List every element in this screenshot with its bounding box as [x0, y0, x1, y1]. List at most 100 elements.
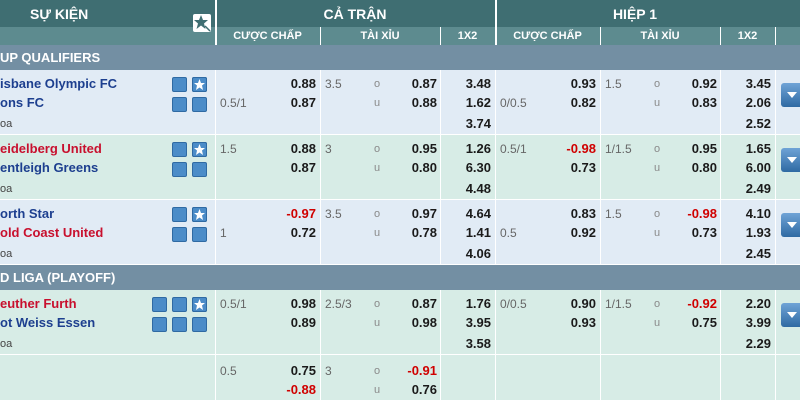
x12-odds: 4.48: [465, 181, 491, 196]
under-label: u: [653, 317, 661, 329]
away-team: entleigh Greens: [0, 160, 99, 175]
home-team: eidelberg United: [0, 141, 102, 156]
over-label: o: [653, 78, 661, 90]
under-odds: 0.76: [411, 382, 437, 397]
under-odds: 0.78: [411, 225, 437, 240]
handicap-line: 1.5: [220, 142, 237, 156]
over-label: o: [373, 298, 381, 310]
total-line: 1/1.5: [605, 142, 632, 156]
total-line: 1.5: [605, 207, 622, 221]
handicap-line: 0.5/1: [500, 142, 527, 156]
divider: [775, 355, 776, 400]
column-header: CƯỢC CHẤP: [513, 30, 582, 42]
over-label: o: [653, 298, 661, 310]
column-header: TÀI XỈU: [640, 30, 680, 42]
odds-icon[interactable]: [172, 227, 187, 242]
under-label: u: [653, 162, 661, 174]
home-team: isbane Olympic FC: [0, 76, 118, 91]
divider: [320, 290, 321, 355]
x12-odds: 3.45: [745, 76, 771, 91]
expand-button[interactable]: [781, 148, 800, 172]
divider: [775, 135, 776, 200]
under-label: u: [373, 384, 381, 396]
handicap-odds: 0.83: [570, 206, 596, 221]
favorite-star[interactable]: [192, 142, 207, 157]
under-label: u: [653, 97, 661, 109]
away-team: ot Weiss Essen: [0, 315, 96, 330]
odds-icon[interactable]: [192, 97, 207, 112]
handicap-odds: 0.73: [570, 160, 596, 175]
divider: [775, 200, 776, 265]
x12-odds: 4.64: [465, 206, 491, 221]
x12-odds: 2.52: [745, 116, 771, 131]
odds-icon[interactable]: [192, 227, 207, 242]
favorite-star[interactable]: [192, 207, 207, 222]
expand-button[interactable]: [781, 303, 800, 327]
odds-icon[interactable]: [172, 162, 187, 177]
divider: [440, 70, 441, 135]
under-odds: 0.75: [691, 315, 717, 330]
under-odds: 0.73: [691, 225, 717, 240]
handicap-odds: 0.72: [290, 225, 316, 240]
handicap-odds: 0.88: [290, 76, 316, 91]
x12-odds: 2.49: [745, 181, 771, 196]
favorite-star[interactable]: [192, 297, 207, 312]
away-team: ons FC: [0, 95, 45, 110]
handicap-odds: 0.92: [570, 225, 596, 240]
x12-odds: 2.06: [745, 95, 771, 110]
x12-odds: 6.00: [745, 160, 771, 175]
divider: [215, 135, 216, 200]
divider: [215, 355, 216, 400]
x12-odds: 1.93: [745, 225, 771, 240]
under-label: u: [373, 227, 381, 239]
handicap-odds: -0.97: [286, 206, 316, 221]
over-label: o: [373, 143, 381, 155]
draw-label: oa: [0, 338, 13, 350]
handicap-line: 0/0.5: [500, 96, 527, 110]
expand-button[interactable]: [781, 83, 800, 107]
odds-icon[interactable]: [152, 317, 167, 332]
x12-odds: 1.62: [465, 95, 491, 110]
odds-icon[interactable]: [192, 317, 207, 332]
stats-icon[interactable]: [172, 142, 187, 157]
stats-icon[interactable]: [172, 77, 187, 92]
total-line: 3.5: [325, 77, 342, 91]
divider: [320, 27, 321, 45]
over-label: o: [653, 208, 661, 220]
stats-icon[interactable]: [172, 297, 187, 312]
divider: [440, 27, 441, 45]
divider: [215, 200, 216, 265]
over-odds: 0.87: [411, 76, 437, 91]
column-header: CƯỢC CHẤP: [233, 30, 302, 42]
match-row: [0, 200, 800, 265]
handicap-odds: 0.93: [570, 76, 596, 91]
draw-label: oa: [0, 118, 13, 130]
event-header: SỰ KIỆN: [30, 6, 89, 22]
expand-button[interactable]: [781, 213, 800, 237]
handicap-odds: 0.87: [290, 95, 316, 110]
divider: [775, 70, 776, 135]
under-label: u: [373, 317, 381, 329]
divider: [600, 355, 601, 400]
under-odds: 0.80: [411, 160, 437, 175]
odds-icon[interactable]: [192, 162, 207, 177]
divider: [215, 290, 216, 355]
favorites-toggle[interactable]: [193, 14, 211, 32]
odds-icon[interactable]: [172, 317, 187, 332]
divider: [775, 290, 776, 355]
divider: [320, 135, 321, 200]
x12-odds: 3.74: [465, 116, 491, 131]
over-odds: 0.95: [691, 141, 717, 156]
stats-icon[interactable]: [172, 207, 187, 222]
handicap-odds: -0.88: [286, 382, 316, 397]
handicap-line: 0.5: [220, 364, 237, 378]
odds-icon[interactable]: [172, 97, 187, 112]
column-header: 1X2: [737, 30, 758, 42]
divider: [600, 70, 601, 135]
divider: [600, 27, 601, 45]
handicap-odds: -0.98: [566, 141, 596, 156]
handicap-line: 0.5/1: [220, 96, 247, 110]
favorite-star[interactable]: [192, 77, 207, 92]
stats-icon[interactable]: [152, 297, 167, 312]
